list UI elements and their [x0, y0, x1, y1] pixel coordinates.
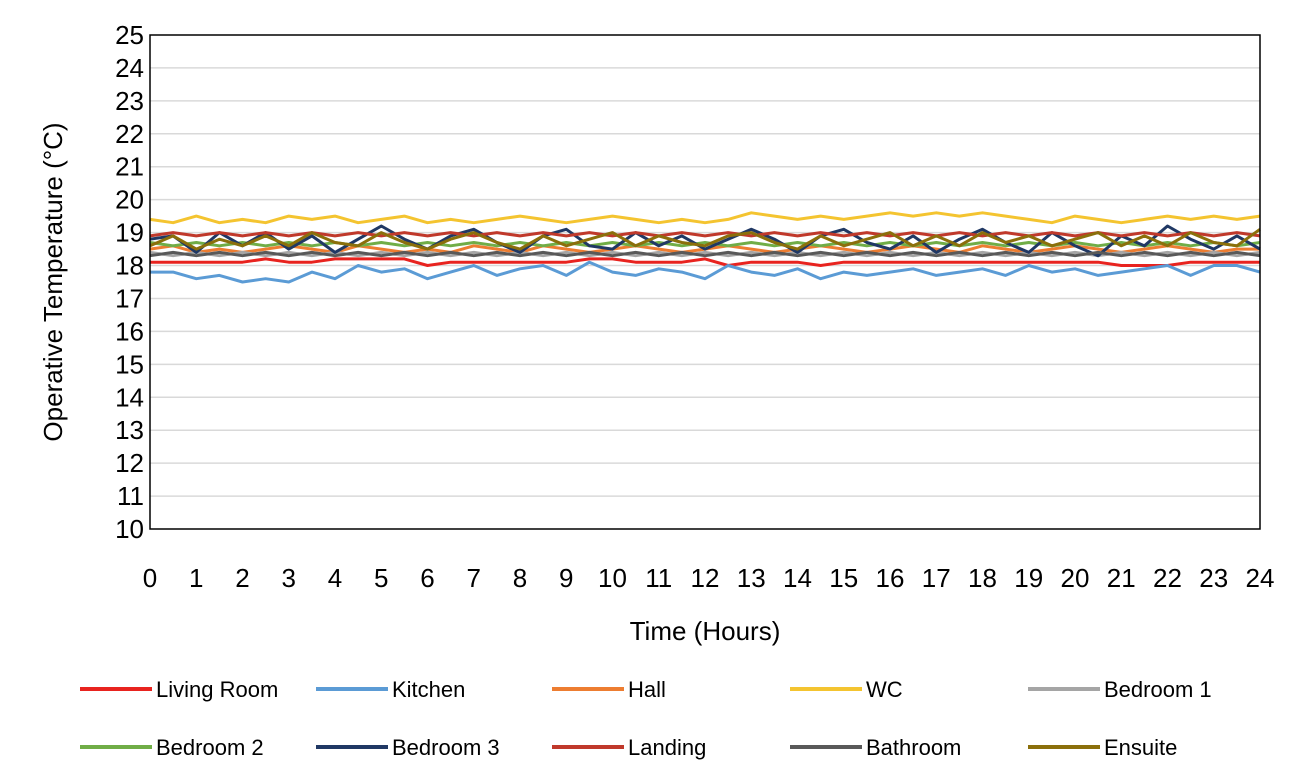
series-line-kitchen [150, 260, 1261, 284]
series-layer [149, 211, 1261, 284]
series-line-landing [149, 231, 1261, 238]
legend-label: Kitchen [392, 677, 465, 702]
legend-label: Bedroom 3 [392, 735, 500, 760]
legend-item: Bedroom 3 [316, 735, 500, 760]
x-tick-label: 7 [467, 563, 481, 593]
x-tick-label: 1 [189, 563, 203, 593]
series-line-ensuite [149, 228, 1261, 251]
x-tick-label: 16 [876, 563, 905, 593]
legend-item: Kitchen [316, 677, 465, 702]
series-line-bathroom [149, 250, 1261, 258]
y-tick-label: 24 [115, 53, 144, 83]
y-tick-label: 18 [115, 251, 144, 281]
x-tick-label: 21 [1107, 563, 1136, 593]
y-tick-label: 17 [115, 283, 144, 313]
x-tick-label: 23 [1199, 563, 1228, 593]
x-tick-label: 10 [598, 563, 627, 593]
series-line-living-room [150, 257, 1260, 267]
legend-item: Bedroom 2 [80, 735, 264, 760]
x-tick-label: 14 [783, 563, 812, 593]
x-tick-label: 3 [282, 563, 296, 593]
legend-label: Living Room [156, 677, 278, 702]
x-axis-title: Time (Hours) [630, 616, 781, 646]
y-tick-label: 12 [115, 448, 144, 478]
legend-item: Hall [552, 677, 666, 702]
y-tick-label: 25 [115, 20, 144, 50]
legend-label: Bedroom 2 [156, 735, 264, 760]
y-tick-label: 14 [115, 382, 144, 412]
legend-label: WC [866, 677, 903, 702]
x-tick-label: 8 [513, 563, 527, 593]
x-tick-label: 6 [420, 563, 434, 593]
legend-label: Hall [628, 677, 666, 702]
x-tick-label: 22 [1153, 563, 1182, 593]
legend-item: Bedroom 1 [1028, 677, 1212, 702]
x-tick-label: 13 [737, 563, 766, 593]
y-tick-label: 23 [115, 86, 144, 116]
legend-item: WC [790, 677, 903, 702]
x-tick-label: 19 [1014, 563, 1043, 593]
y-tick-label: 10 [115, 514, 144, 544]
x-tick-label: 18 [968, 563, 997, 593]
series-line-bedroom-3 [149, 224, 1261, 258]
y-tick-label: 21 [115, 152, 144, 182]
x-tick-label: 15 [829, 563, 858, 593]
y-tick-label: 15 [115, 349, 144, 379]
legend-item: Ensuite [1028, 735, 1177, 760]
y-tick-label: 11 [117, 481, 144, 511]
x-tick-label: 11 [645, 563, 672, 593]
x-tick-label: 12 [691, 563, 720, 593]
x-tick-label: 17 [922, 563, 951, 593]
y-tick-label: 13 [115, 415, 144, 445]
x-tick-label: 9 [559, 563, 573, 593]
x-tick-label: 4 [328, 563, 342, 593]
legend-label: Ensuite [1104, 735, 1177, 760]
legend-label: Bathroom [866, 735, 961, 760]
legend-label: Bedroom 1 [1104, 677, 1212, 702]
y-tick-label: 19 [115, 218, 144, 248]
x-tick-label: 5 [374, 563, 388, 593]
legend-label: Landing [628, 735, 706, 760]
legend: Living Room Kitchen Hall WC Bedroom 1 Bedroom… [80, 677, 1212, 760]
plot-area-border [149, 34, 1261, 530]
y-tick-label: 16 [115, 316, 144, 346]
y-axis-title: Operative Temperature (°C) [38, 122, 68, 441]
grid-layer [150, 67, 1260, 497]
legend-item: Landing [552, 735, 706, 760]
x-tick-label: 24 [1246, 563, 1275, 593]
x-tick-label: 2 [235, 563, 249, 593]
legend-item: Bathroom [790, 735, 961, 760]
legend-item: Living Room [80, 677, 278, 702]
y-tick-label: 22 [115, 119, 144, 149]
y-tick-label: 20 [115, 185, 144, 215]
x-tick-labels: 0 1 2 3 4 5 6 7 8 9 10 11 12 13 14 15 16 17 18 19 20 21 22 23 24 [143, 563, 1275, 593]
x-tick-label: 20 [1061, 563, 1090, 593]
series-line-wc [149, 211, 1261, 225]
x-tick-label: 0 [143, 563, 157, 593]
